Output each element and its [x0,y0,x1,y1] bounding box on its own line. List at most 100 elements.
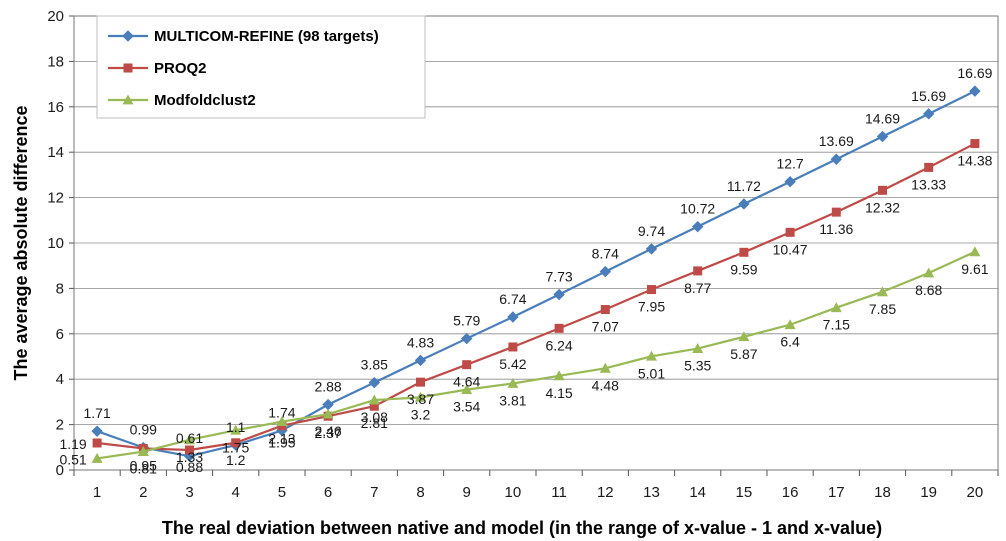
data-point [184,434,195,445]
data-point [92,438,102,448]
data-label: 9.61 [961,261,988,277]
data-point [599,362,611,373]
data-point [368,394,380,405]
x-tick-labels: 1 2 3 4 5 6 7 8 9 10 11 12 13 14 15 16 17 18 19 20 [93,484,983,501]
data-point [460,332,473,345]
data-point [599,265,612,278]
data-label: 0.99 [130,422,157,438]
y-tick-label: 4 [56,371,64,388]
x-tick-label: 10 [505,484,522,501]
data-label: 1.75 [222,439,249,455]
y-tick-label: 14 [47,144,64,161]
data-point [830,153,843,165]
series-lines [91,85,981,463]
data-label: 3.85 [361,357,388,373]
data-label: 6.4 [780,334,800,350]
x-tick-label: 4 [232,484,240,501]
x-axis-label: The real deviation between native and mo… [162,518,882,538]
data-point [230,424,242,435]
x-tick-label: 11 [551,484,567,501]
data-point [969,85,981,97]
data-labels: 1.71 0.99 0.61 1.1 1.74 2.88 3.85 4.83 5.79 6.74 7… [59,65,992,476]
y-axis-label: The average absolute difference [11,105,31,380]
data-label: 1.71 [83,405,110,421]
data-label: 0.61 [176,430,203,446]
data-point [276,416,288,427]
data-point [507,378,519,388]
data-point [507,311,519,323]
data-label: 15.69 [911,88,946,104]
data-label: 8.68 [915,282,942,298]
legend-box [96,15,426,119]
x-tick-label: 13 [643,484,660,501]
y-tick-label: 6 [56,326,64,343]
x-tick-label: 1 [93,484,101,501]
data-point [645,243,658,255]
data-label: 7.15 [823,317,850,333]
data-point [322,398,334,411]
data-label: 1.2 [226,452,246,468]
data-label: 3.81 [499,393,526,409]
data-label: 3.2 [411,406,431,422]
y-tick-label: 0 [56,462,64,479]
data-point [91,425,103,437]
data-point [785,227,795,237]
data-label: 4.83 [407,334,434,350]
data-point [600,305,610,315]
data-point [415,391,426,402]
series-line-3 [96,250,976,460]
data-point [739,247,749,257]
data-label: 0.81 [130,461,157,477]
x-tick-label: 6 [324,484,332,501]
data-point [122,30,134,42]
data-point [414,354,427,367]
data-point [122,94,134,105]
data-point [691,220,704,233]
x-tick-label: 15 [736,484,753,501]
y-tick-label: 16 [47,99,64,116]
y-tick-label: 2 [56,417,64,434]
data-label: 2.46 [314,423,341,439]
y-tick-label: 18 [47,53,64,70]
y-tick-label: 10 [47,235,64,252]
data-point [322,408,334,419]
data-label: 9.59 [730,261,757,277]
data-label: 14.38 [957,153,992,169]
data-point [924,162,934,172]
x-tick-label: 8 [416,484,424,501]
data-label: 1.19 [59,436,86,452]
data-label: 9.74 [638,223,665,239]
data-point [646,350,657,361]
data-label: 11.36 [819,221,853,237]
data-label: 12.7 [776,156,803,172]
data-point [830,302,842,313]
data-point [969,246,981,257]
data-point [231,438,241,448]
data-label: 2.37 [314,425,341,441]
axes [69,15,999,476]
data-point [647,285,656,295]
data-point [123,63,133,73]
series-line-2 [96,142,976,452]
data-label: 3.08 [361,409,388,425]
data-point [91,452,103,463]
x-tick-label: 16 [782,484,799,501]
data-label: 3.87 [407,391,434,407]
data-label: 7.95 [638,299,665,315]
x-tick-label: 5 [278,484,286,501]
data-label: 16.69 [957,65,992,81]
data-label: 5.79 [453,313,480,329]
data-label: 11.72 [727,178,761,194]
data-point [416,377,425,387]
data-point [877,286,888,297]
x-tick-label: 3 [185,484,193,501]
data-label: 10.72 [680,201,715,217]
data-point [137,446,149,457]
data-point [461,384,473,395]
data-label: 13.33 [911,176,946,192]
data-label: 1.1 [226,419,246,435]
data-point [369,401,379,411]
data-point [831,207,841,217]
data-label: 10.47 [773,241,808,257]
data-label: 2.88 [314,379,341,395]
